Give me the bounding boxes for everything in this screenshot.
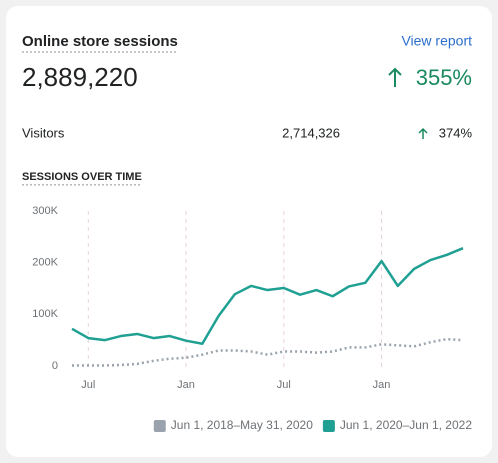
total-change: 355% (416, 65, 472, 90)
y-tick-label: 300K (32, 205, 58, 217)
x-tick-label: Jan (373, 379, 391, 391)
visitors-change: 374% (439, 125, 473, 140)
section-title: SESSIONS OVER TIME (22, 171, 142, 183)
card-title: Online store sessions (22, 33, 178, 50)
visitors-value: 2,714,326 (282, 125, 340, 140)
legend-swatch (153, 420, 166, 432)
legend-label: Jun 1, 2020–Jun 1, 2022 (340, 418, 472, 432)
up-arrow-icon (418, 127, 428, 139)
y-tick-label: 0 (52, 360, 58, 372)
y-tick-label: 200K (32, 257, 58, 269)
x-tick-label: Jan (177, 379, 195, 391)
x-tick-label: Jul (277, 379, 291, 391)
total-sessions: 2,889,220 (22, 62, 138, 92)
legend-label: Jun 1, 2018–May 31, 2020 (171, 418, 313, 432)
up-arrow-icon (388, 67, 402, 87)
series-line (72, 337, 464, 367)
view-report-link[interactable]: View report (401, 33, 472, 49)
legend-swatch (322, 420, 335, 432)
card (6, 6, 492, 457)
series-line (71, 247, 464, 346)
y-tick-label: 100K (32, 308, 58, 320)
x-tick-label: Jul (81, 379, 95, 391)
visitors-label: Visitors (22, 125, 65, 140)
